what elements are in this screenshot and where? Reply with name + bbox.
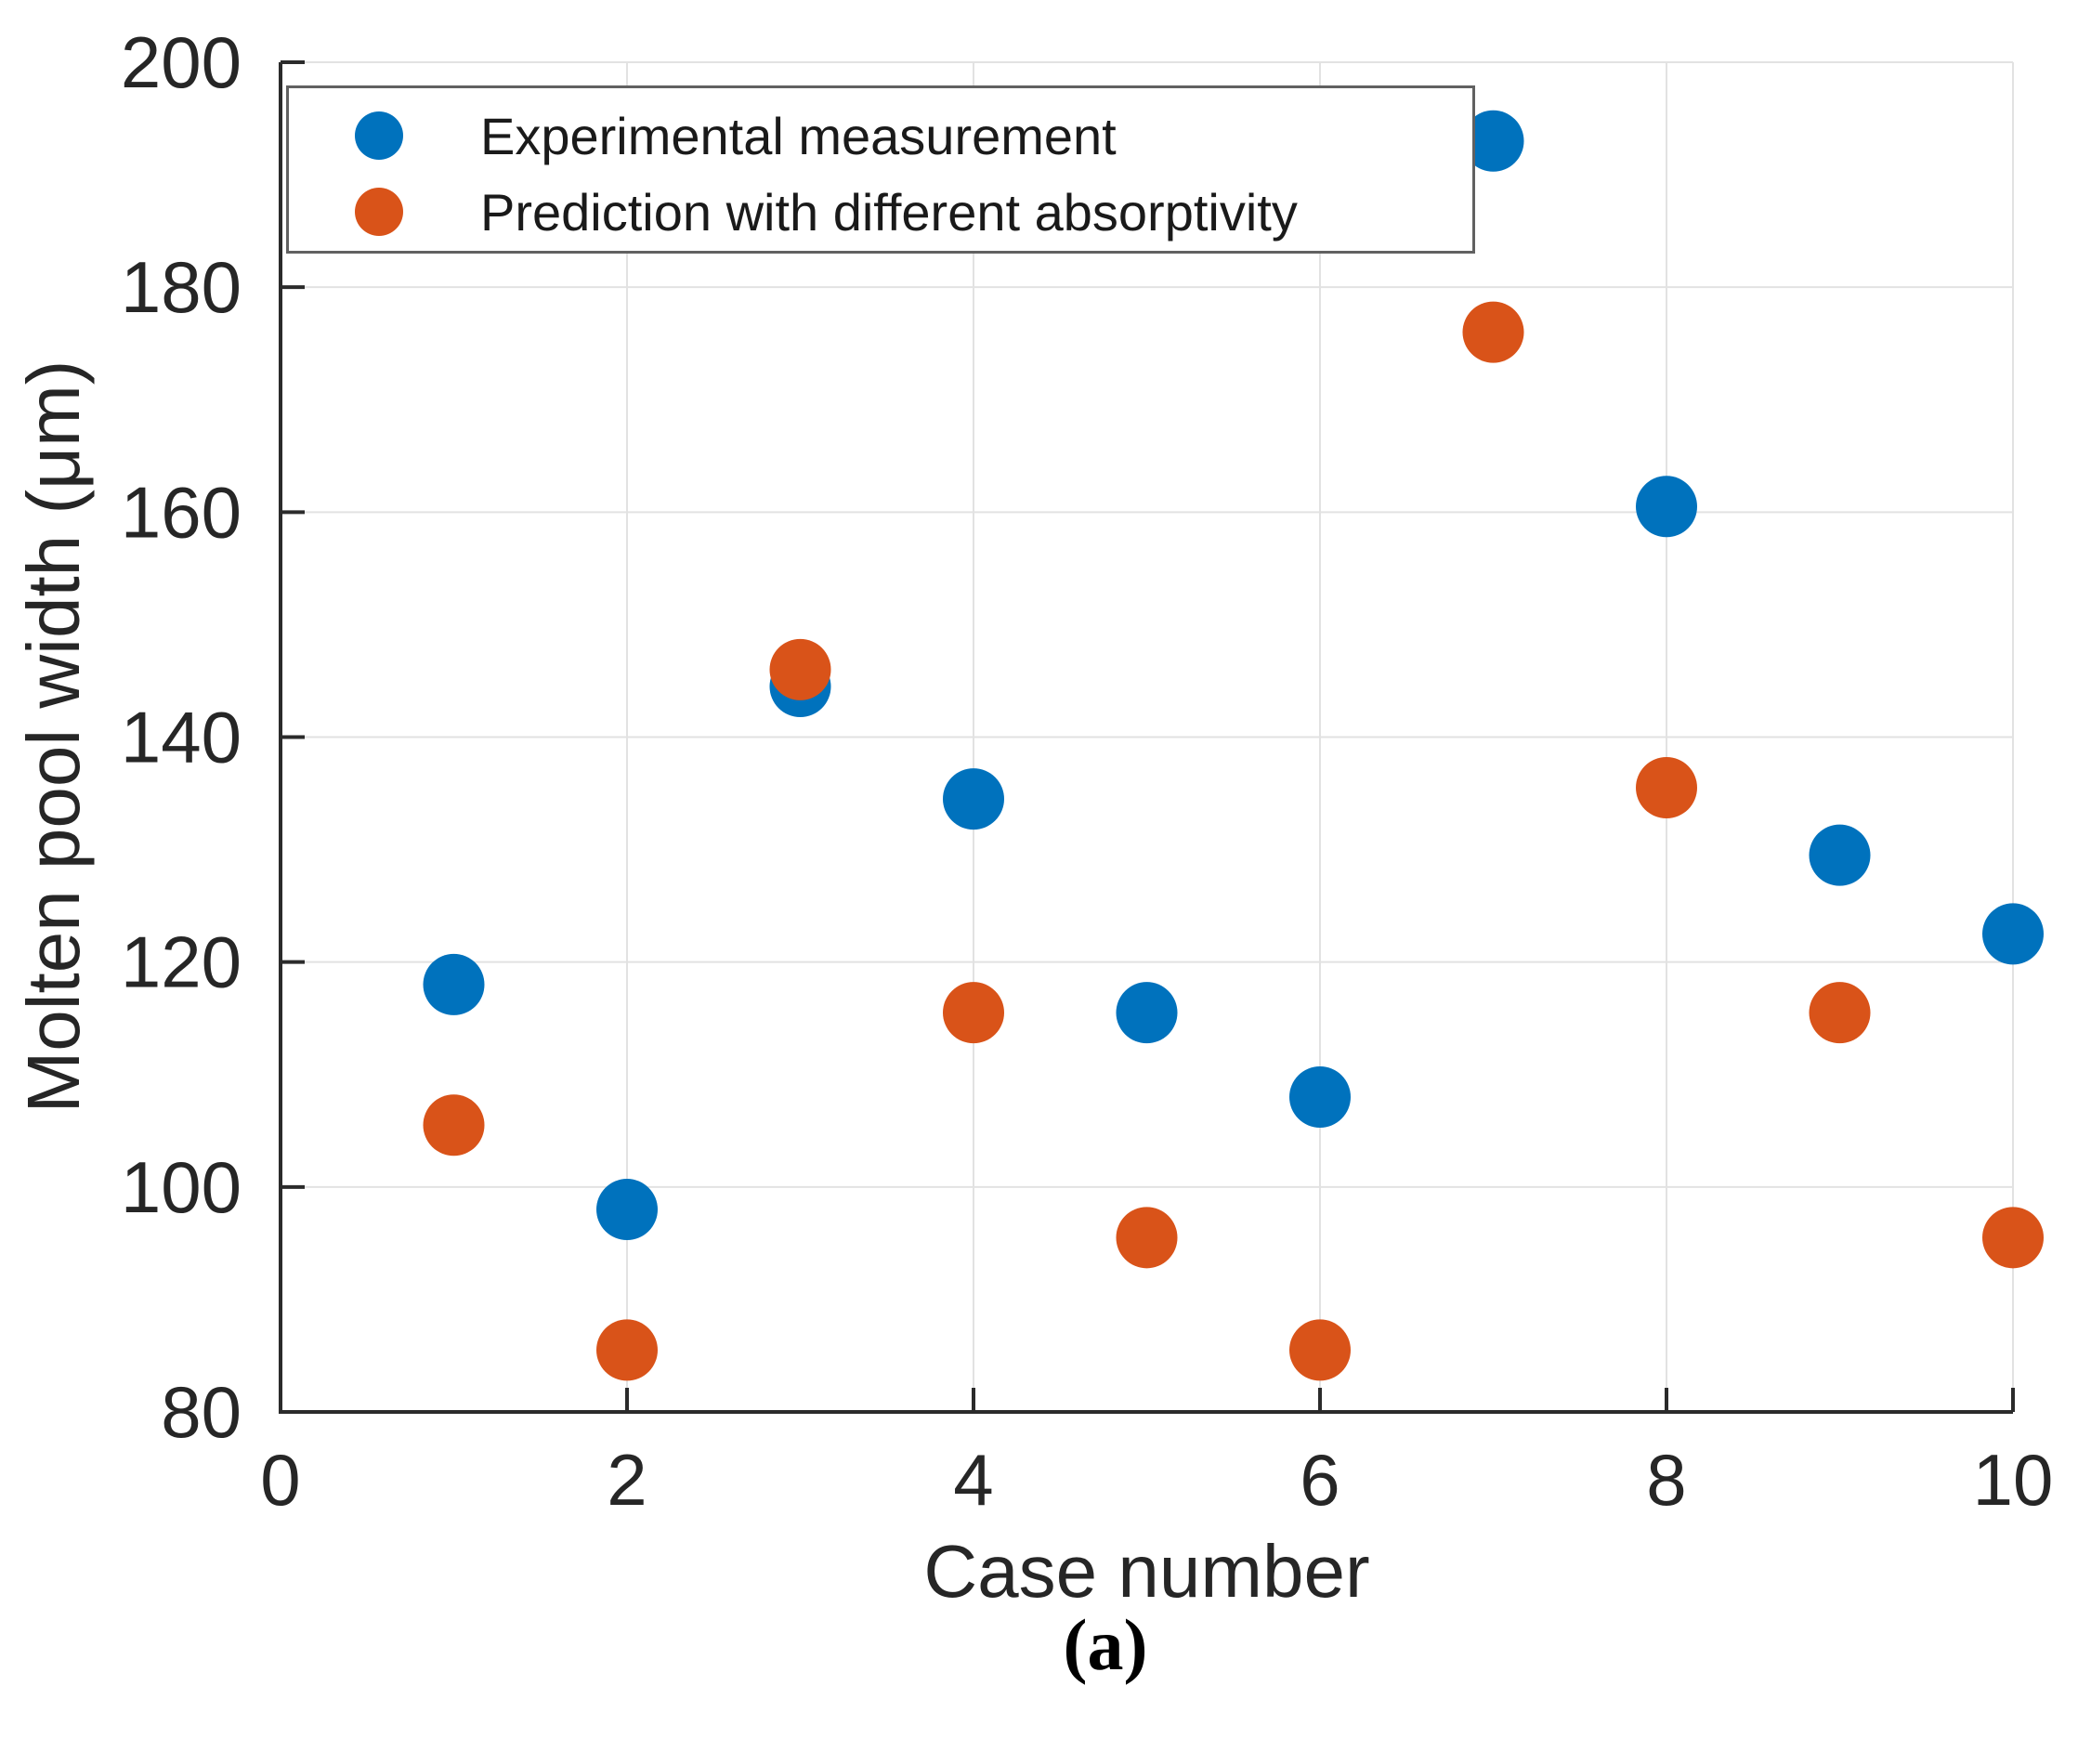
data-point-series-1-case-1 bbox=[423, 1094, 485, 1156]
legend: Experimental measurement Prediction with… bbox=[286, 85, 1475, 254]
data-point-series-0-case-4 bbox=[943, 768, 1004, 830]
x-tick-label: 0 bbox=[260, 1439, 300, 1521]
data-point-series-0-case-2 bbox=[596, 1179, 658, 1241]
x-tick-label: 10 bbox=[1973, 1439, 2054, 1521]
y-tick-label: 120 bbox=[121, 921, 242, 1003]
y-tick-label: 80 bbox=[161, 1371, 242, 1453]
x-tick-label: 8 bbox=[1646, 1439, 1686, 1521]
data-point-series-1-case-8 bbox=[1636, 756, 1697, 818]
data-point-series-0-case-7 bbox=[1462, 110, 1524, 172]
legend-label-experimental: Experimental measurement bbox=[480, 106, 1117, 165]
data-point-series-0-case-9 bbox=[1809, 824, 1871, 886]
data-point-series-1-case-6 bbox=[1289, 1319, 1351, 1381]
data-point-series-1-case-5 bbox=[1116, 1207, 1178, 1269]
legend-marker-orange-icon bbox=[355, 188, 403, 236]
x-tick-label: 6 bbox=[1300, 1439, 1340, 1521]
legend-item-prediction: Prediction with different absorptivity bbox=[289, 178, 1472, 245]
figure-caption: (a) bbox=[1063, 1604, 1148, 1685]
y-tick-label: 100 bbox=[121, 1146, 242, 1228]
x-tick-label: 2 bbox=[607, 1439, 647, 1521]
y-tick-label: 180 bbox=[121, 246, 242, 328]
data-point-series-0-case-6 bbox=[1289, 1065, 1351, 1128]
data-point-series-0-case-10 bbox=[1982, 903, 2044, 965]
data-point-series-1-case-10 bbox=[1982, 1207, 2044, 1269]
x-tick-label: 4 bbox=[953, 1439, 993, 1521]
y-tick-label: 140 bbox=[121, 697, 242, 778]
x-axis-label: Case number bbox=[923, 1530, 1370, 1613]
legend-label-prediction: Prediction with different absorptivity bbox=[480, 182, 1298, 242]
y-tick-label: 160 bbox=[121, 471, 242, 553]
y-axis-label: Molten pool width (μm) bbox=[12, 359, 95, 1114]
data-point-series-1-case-9 bbox=[1809, 982, 1871, 1044]
data-point-series-0-case-1 bbox=[423, 953, 485, 1015]
y-tick-label: 200 bbox=[121, 21, 242, 103]
data-point-series-1-case-2 bbox=[596, 1319, 658, 1381]
data-point-series-1-case-7 bbox=[1462, 301, 1524, 363]
legend-item-experimental: Experimental measurement bbox=[289, 102, 1472, 169]
data-point-series-0-case-5 bbox=[1116, 982, 1178, 1044]
data-point-series-1-case-3 bbox=[769, 638, 831, 700]
data-point-series-1-case-4 bbox=[943, 982, 1004, 1044]
legend-marker-blue-icon bbox=[355, 111, 403, 160]
data-point-series-0-case-8 bbox=[1636, 476, 1697, 538]
